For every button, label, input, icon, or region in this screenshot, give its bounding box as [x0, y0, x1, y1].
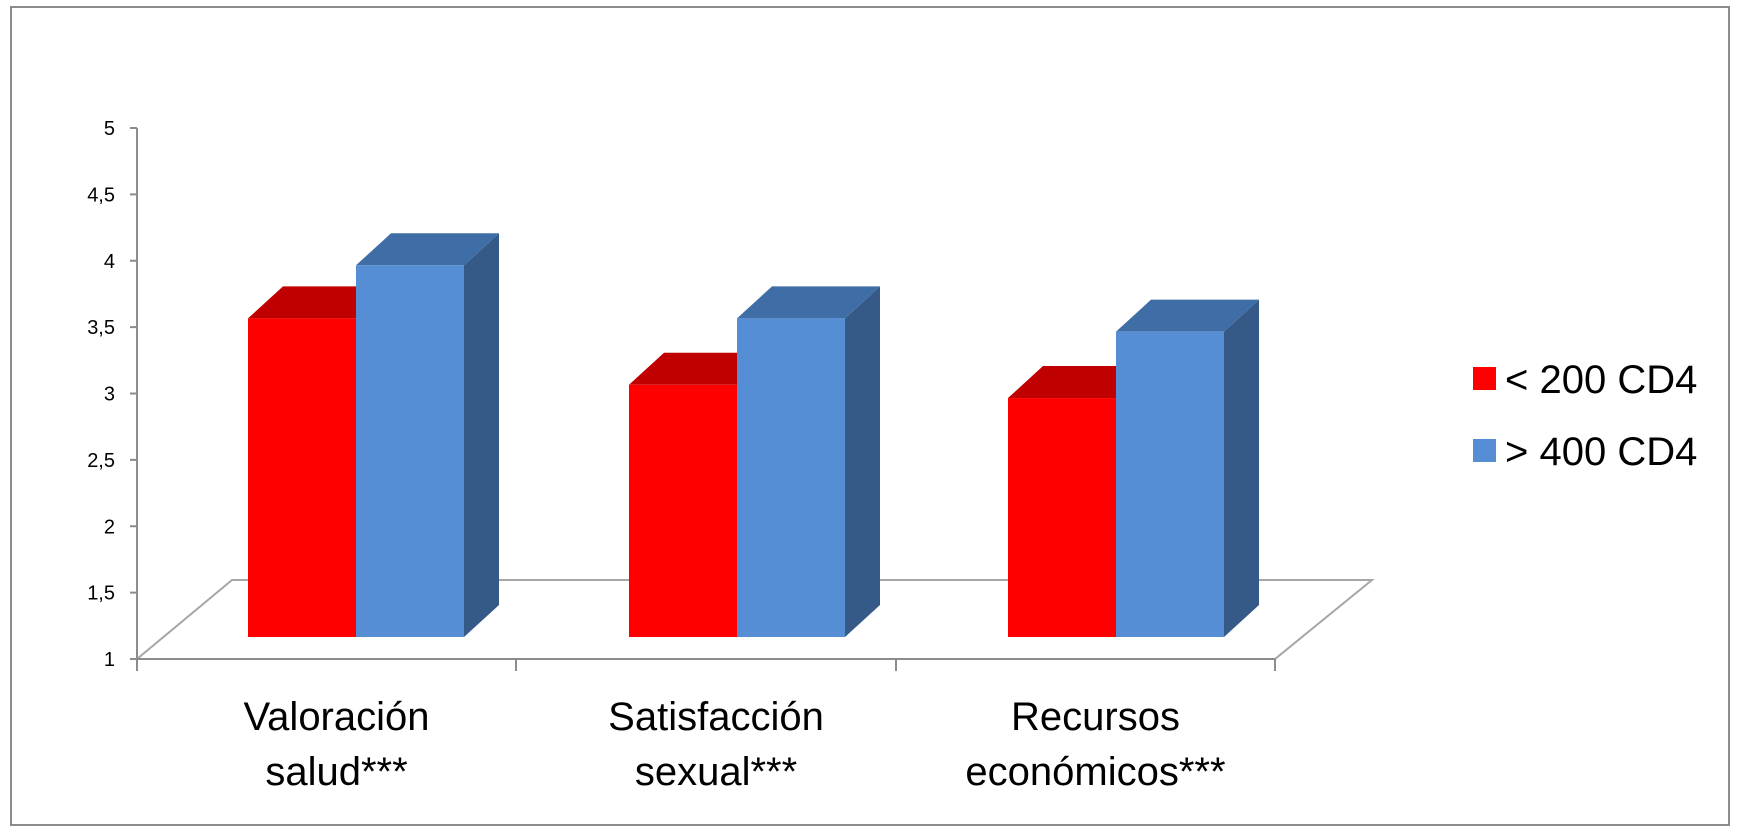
x-category-label: económicos*** [965, 750, 1225, 794]
y-tick-label: 1,5 [87, 583, 115, 605]
x-category-label: sexual*** [635, 750, 797, 794]
bar-side-face [845, 286, 880, 637]
y-tick-label: 2 [104, 516, 115, 538]
legend-label: < 200 CD4 [1505, 358, 1697, 402]
bar-top-face [248, 286, 391, 319]
y-tick-label: 3 [104, 384, 115, 406]
bar-top-face [1008, 366, 1151, 399]
y-tick-label: 5 [104, 118, 115, 140]
y-tick-label: 4,5 [87, 184, 115, 206]
x-category-label: Valoración [243, 695, 429, 739]
bar-side-face [1224, 299, 1259, 637]
bar [248, 318, 356, 637]
bar-top-face [356, 233, 499, 266]
bar [629, 384, 737, 637]
bar-top-face [629, 352, 772, 385]
bar-top-face [737, 286, 880, 319]
x-category-label: salud*** [265, 750, 407, 794]
bar-top-face [1116, 299, 1259, 332]
bar [356, 265, 464, 637]
legend-swatch [1473, 439, 1496, 462]
x-category-label: Recursos [1011, 695, 1180, 739]
bar [737, 318, 845, 637]
bar-side-face [464, 233, 499, 638]
x-category-label: Satisfacción [608, 695, 824, 739]
legend-label: > 400 CD4 [1505, 430, 1697, 474]
y-tick-label: 3,5 [87, 317, 115, 339]
bar [1116, 331, 1224, 637]
bar [1008, 398, 1116, 637]
legend-swatch [1473, 367, 1496, 390]
y-tick-label: 4 [104, 251, 115, 273]
y-tick-label: 2,5 [87, 450, 115, 472]
y-tick-label: 1 [104, 649, 115, 671]
